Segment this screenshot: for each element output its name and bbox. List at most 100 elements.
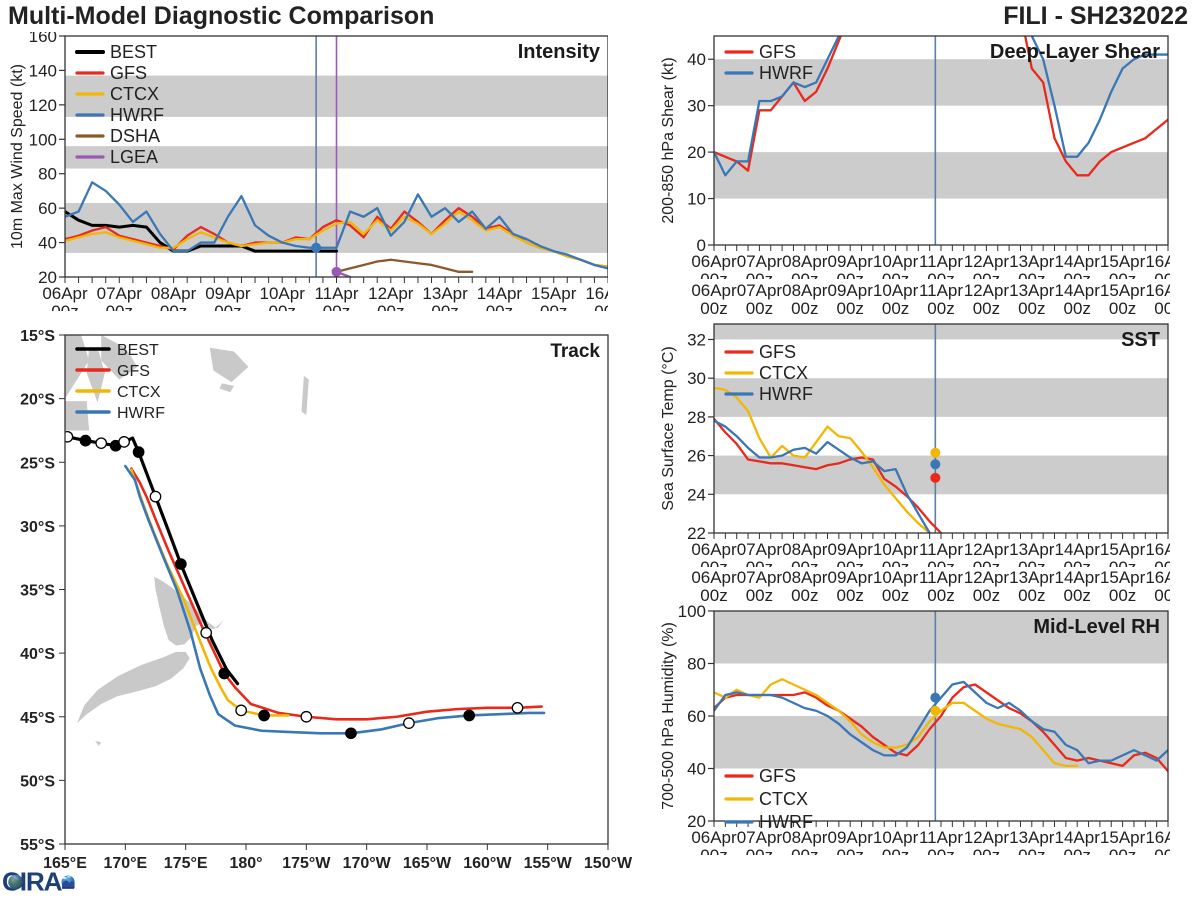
- svg-text:07Apr: 07Apr: [737, 568, 783, 587]
- svg-text:00z: 00z: [973, 270, 1000, 279]
- svg-text:60: 60: [687, 707, 706, 726]
- svg-text:GFS: GFS: [759, 342, 796, 362]
- svg-text:13Apr: 13Apr: [1009, 540, 1055, 559]
- svg-text:16Apr: 16Apr: [1145, 252, 1170, 271]
- svg-text:55°S: 55°S: [20, 837, 55, 854]
- svg-text:Deep-Layer Shear: Deep-Layer Shear: [990, 41, 1160, 63]
- svg-text:00z: 00z: [1018, 586, 1045, 605]
- svg-text:00z: 00z: [700, 558, 727, 567]
- svg-text:06Apr: 06Apr: [691, 828, 737, 847]
- svg-text:170°E: 170°E: [103, 855, 147, 872]
- svg-text:14Apr: 14Apr: [1055, 540, 1101, 559]
- svg-text:00z: 00z: [1063, 299, 1090, 318]
- svg-text:14Apr: 14Apr: [1055, 828, 1101, 847]
- svg-text:Mid-Level RH: Mid-Level RH: [1033, 616, 1160, 638]
- svg-text:00z: 00z: [746, 586, 773, 605]
- svg-text:40: 40: [687, 760, 706, 779]
- svg-text:10Apr: 10Apr: [873, 281, 919, 300]
- svg-text:08Apr: 08Apr: [782, 281, 828, 300]
- svg-text:11Apr: 11Apr: [919, 252, 963, 271]
- svg-text:HWRF: HWRF: [117, 405, 165, 422]
- svg-text:00z: 00z: [973, 558, 1000, 567]
- svg-text:150°W: 150°W: [584, 855, 633, 872]
- svg-text:180°: 180°: [229, 855, 262, 872]
- svg-text:45°S: 45°S: [20, 710, 55, 727]
- svg-text:14Apr: 14Apr: [1055, 568, 1101, 587]
- svg-text:CTCX: CTCX: [759, 789, 808, 809]
- svg-text:12Apr: 12Apr: [964, 252, 1010, 271]
- svg-text:16Apr: 16Apr: [1145, 568, 1170, 587]
- svg-text:09Apr: 09Apr: [828, 540, 874, 559]
- svg-text:11Apr: 11Apr: [919, 568, 963, 587]
- svg-text:11Apr: 11Apr: [919, 281, 963, 300]
- svg-text:09Apr: 09Apr: [828, 252, 874, 271]
- svg-text:14Apr: 14Apr: [1055, 281, 1101, 300]
- svg-text:00z: 00z: [927, 586, 954, 605]
- svg-text:11Apr: 11Apr: [919, 828, 963, 847]
- svg-text:GFS: GFS: [117, 363, 150, 380]
- svg-text:20°S: 20°S: [20, 392, 55, 409]
- svg-text:14Apr: 14Apr: [1055, 252, 1101, 271]
- svg-text:00z: 00z: [927, 299, 954, 318]
- svg-text:Sea Surface Temp (°C): Sea Surface Temp (°C): [661, 346, 677, 510]
- svg-text:35°S: 35°S: [20, 583, 55, 600]
- svg-text:SST: SST: [1121, 329, 1160, 351]
- svg-text:Track: Track: [550, 341, 600, 362]
- svg-text:15°S: 15°S: [20, 328, 55, 345]
- svg-text:00z: 00z: [1154, 846, 1170, 855]
- svg-text:700-500 hPa Humidity (%): 700-500 hPa Humidity (%): [661, 622, 677, 810]
- svg-text:10Apr: 10Apr: [873, 540, 919, 559]
- svg-text:30°S: 30°S: [20, 519, 55, 536]
- svg-text:00z: 00z: [791, 846, 818, 855]
- svg-text:00z: 00z: [927, 270, 954, 279]
- svg-text:10Apr: 10Apr: [873, 828, 919, 847]
- svg-text:00z: 00z: [1154, 270, 1170, 279]
- svg-text:16Apr: 16Apr: [1145, 281, 1170, 300]
- svg-text:00z: 00z: [882, 270, 909, 279]
- svg-text:00z: 00z: [927, 846, 954, 855]
- svg-text:08Apr: 08Apr: [782, 252, 828, 271]
- svg-text:07Apr: 07Apr: [737, 252, 783, 271]
- svg-text:12Apr: 12Apr: [964, 281, 1010, 300]
- svg-text:10: 10: [687, 190, 706, 209]
- svg-text:07Apr: 07Apr: [737, 281, 783, 300]
- svg-text:10Apr: 10Apr: [873, 252, 919, 271]
- svg-text:00z: 00z: [1063, 270, 1090, 279]
- svg-text:80: 80: [687, 655, 706, 674]
- svg-text:00z: 00z: [791, 299, 818, 318]
- svg-text:06Apr: 06Apr: [691, 540, 737, 559]
- svg-text:10Apr: 10Apr: [873, 568, 919, 587]
- svg-text:15Apr: 15Apr: [1100, 828, 1146, 847]
- svg-text:25°S: 25°S: [20, 455, 55, 472]
- svg-text:00z: 00z: [700, 586, 727, 605]
- svg-text:175°W: 175°W: [282, 855, 331, 872]
- svg-text:CTCX: CTCX: [117, 384, 161, 401]
- svg-text:00z: 00z: [746, 558, 773, 567]
- svg-text:00z: 00z: [836, 558, 863, 567]
- svg-text:00z: 00z: [836, 299, 863, 318]
- svg-text:00z: 00z: [746, 299, 773, 318]
- svg-text:00z: 00z: [973, 586, 1000, 605]
- svg-text:32: 32: [687, 330, 706, 349]
- svg-text:00z: 00z: [1109, 846, 1136, 855]
- svg-text:16Apr: 16Apr: [1145, 540, 1170, 559]
- svg-text:00z: 00z: [836, 846, 863, 855]
- svg-text:00z: 00z: [882, 586, 909, 605]
- svg-text:20: 20: [687, 143, 706, 162]
- svg-text:00z: 00z: [1018, 270, 1045, 279]
- svg-text:00z: 00z: [700, 299, 727, 318]
- svg-text:13Apr: 13Apr: [1009, 252, 1055, 271]
- svg-text:BEST: BEST: [117, 342, 159, 359]
- svg-text:00z: 00z: [836, 270, 863, 279]
- svg-text:00z: 00z: [882, 846, 909, 855]
- svg-text:00z: 00z: [1154, 299, 1170, 318]
- svg-text:160°W: 160°W: [463, 855, 512, 872]
- svg-text:50°S: 50°S: [20, 773, 55, 790]
- svg-text:30: 30: [687, 369, 706, 388]
- svg-text:155°W: 155°W: [524, 855, 573, 872]
- svg-text:00z: 00z: [1018, 558, 1045, 567]
- svg-text:00z: 00z: [1063, 846, 1090, 855]
- svg-text:00z: 00z: [1018, 846, 1045, 855]
- svg-text:06Apr: 06Apr: [691, 252, 737, 271]
- svg-text:09Apr: 09Apr: [828, 281, 874, 300]
